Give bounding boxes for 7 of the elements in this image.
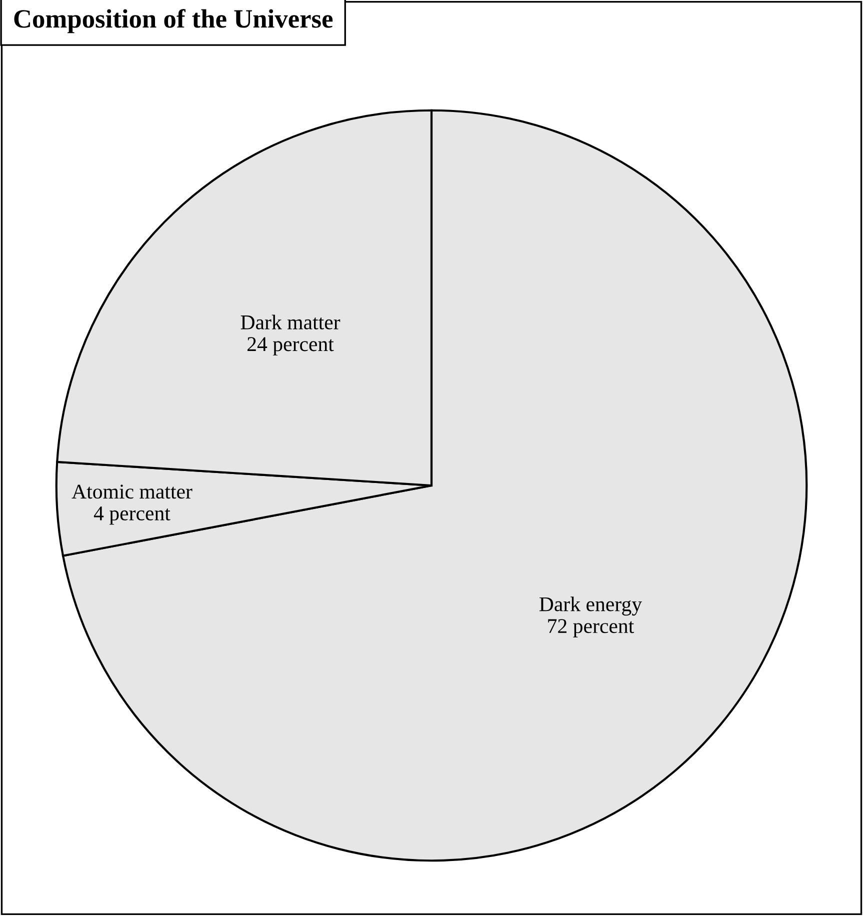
slice-label: Atomic matter [72,484,192,499]
data-label: 4 percent [94,506,170,525]
chart-title: Composition of the Universe [14,8,333,34]
slice-label: Dark matter [240,314,340,330]
slice-label: Dark energy [539,596,642,616]
data-label: 24 percent [248,337,334,356]
data-label: 72 percent [548,619,634,638]
